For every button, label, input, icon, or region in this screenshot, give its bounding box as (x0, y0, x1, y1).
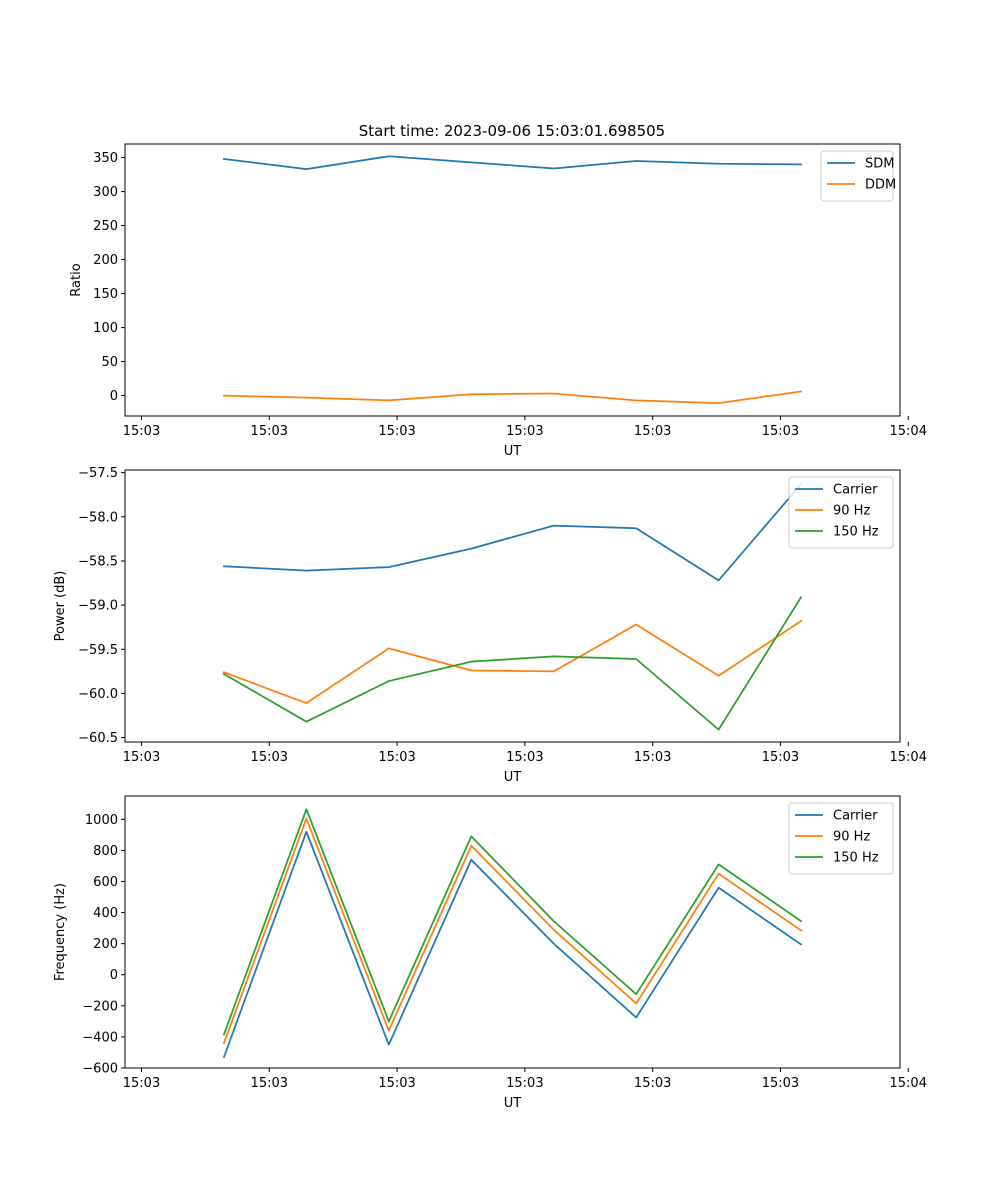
frequency-y-tick-label: −200 (82, 999, 118, 1014)
ratio-x-tick-label: 15:03 (378, 424, 415, 439)
power-y-tick-label: −58.5 (78, 554, 118, 569)
ratio-series-sdm-line (222, 155, 802, 171)
ratio-legend-label: SDM (865, 157, 894, 172)
ratio-legend: SDM DDM (820, 150, 896, 202)
power-y-tick-label: −59.5 (78, 643, 118, 658)
ratio-y-tick-label: 350 (93, 151, 118, 166)
power-y-tick-label: −59.0 (78, 599, 118, 614)
frequency-series-carrier-line (222, 830, 803, 1059)
power-legend-label: Carrier (833, 483, 878, 498)
ratio-x-tick-label: 15:04 (890, 424, 927, 439)
frequency-chart: 15:03 15:03 15:03 15:03 15:03 15:03 15:04 −600 −… (53, 795, 927, 1111)
frequency-y-tick-label: 0 (110, 968, 118, 983)
frequency-y-tick-label: 600 (93, 875, 118, 890)
power-x-tick-label: 15:03 (378, 750, 415, 765)
power-x-tick-label: 15:04 (890, 750, 927, 765)
ratio-y-tick-label: 150 (93, 287, 118, 302)
power-axes-frame (124, 469, 901, 743)
power-y-tick-label: −60.5 (78, 731, 118, 746)
ratio-x-tick-label: 15:03 (251, 424, 288, 439)
power-legend-label: 150 Hz (833, 525, 879, 540)
ratio-axes-frame (124, 143, 901, 417)
frequency-x-tick-label: 15:03 (251, 1076, 288, 1091)
frequency-legend-label: Carrier (833, 809, 878, 824)
frequency-series-90-hz-line (222, 817, 803, 1045)
ratio-y-tick-label: 200 (93, 253, 118, 268)
power-legend-label: 90 Hz (833, 504, 870, 519)
power-chart: 15:03 15:03 15:03 15:03 15:03 15:03 15:04 −60.5… (53, 466, 927, 785)
power-x-tick-label: 15:03 (123, 750, 160, 765)
power-x-tick-label: 15:03 (634, 750, 671, 765)
ratio-chart: 15:03 15:03 15:03 15:03 15:03 15:03 15:04 0 50 10… (69, 143, 927, 459)
frequency-x-tick-label: 15:03 (634, 1076, 671, 1091)
ratio-x-tick-label: 15:03 (762, 424, 799, 439)
frequency-legend-label: 150 Hz (833, 851, 879, 866)
ratio-y-tick-label: 250 (93, 219, 118, 234)
power-x-axis-label: UT (504, 770, 522, 785)
ratio-y-axis-label: Ratio (69, 263, 84, 296)
frequency-x-tick-label: 15:03 (762, 1076, 799, 1091)
frequency-x-tick-label: 15:03 (506, 1076, 543, 1091)
power-series-150-hz-line (222, 595, 803, 731)
power-series-carrier-line (223, 482, 803, 582)
power-x-tick-label: 15:03 (251, 750, 288, 765)
ratio-y-tick-label: 100 (93, 321, 118, 336)
ratio-x-tick-label: 15:03 (506, 424, 543, 439)
frequency-y-tick-label: 400 (93, 906, 118, 921)
frequency-legend-label: 90 Hz (833, 830, 870, 845)
ratio-series-ddm-line (223, 390, 803, 404)
frequency-y-tick-label: 800 (93, 844, 118, 859)
power-x-tick-label: 15:03 (506, 750, 543, 765)
power-series-90-hz-line (222, 619, 803, 705)
frequency-y-tick-label: −600 (82, 1062, 118, 1077)
power-y-tick-label: −57.5 (78, 466, 118, 481)
frequency-y-tick-label: 1000 (85, 813, 118, 828)
ratio-x-tick-label: 15:03 (123, 424, 160, 439)
frequency-x-axis-label: UT (504, 1096, 522, 1111)
frequency-x-tick-label: 15:03 (123, 1076, 160, 1091)
frequency-y-axis-label: Frequency (Hz) (53, 883, 68, 981)
ratio-legend-label: DDM (865, 178, 896, 193)
frequency-legend: Carrier 90 Hz 150 Hz (788, 802, 894, 875)
frequency-x-tick-label: 15:04 (890, 1076, 927, 1091)
power-y-tick-label: −60.0 (78, 687, 118, 702)
figure-title: Start time: 2023-09-06 15:03:01.698505 (359, 122, 665, 140)
ratio-y-tick-label: 50 (101, 355, 118, 370)
ratio-y-tick-label: 300 (93, 185, 118, 200)
power-y-tick-label: −58.0 (78, 510, 118, 525)
ratio-x-tick-label: 15:03 (634, 424, 671, 439)
frequency-y-tick-label: 200 (93, 937, 118, 952)
frequency-series-150-hz-line (222, 808, 803, 1036)
frequency-y-tick-label: −400 (82, 1030, 118, 1045)
power-y-axis-label: Power (dB) (53, 571, 68, 642)
ratio-x-axis-label: UT (504, 444, 522, 459)
frequency-axes-frame (124, 795, 901, 1069)
ratio-y-tick-label: 0 (110, 389, 118, 404)
frequency-x-tick-label: 15:03 (378, 1076, 415, 1091)
power-legend: Carrier 90 Hz 150 Hz (788, 476, 894, 549)
power-x-tick-label: 15:03 (762, 750, 799, 765)
